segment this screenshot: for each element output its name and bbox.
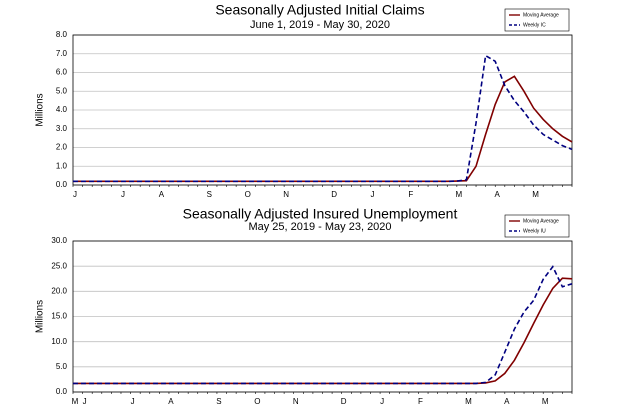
x-tick-label: F [418,397,423,406]
x-tick-label: M [456,190,463,199]
y-tick-label: 6.0 [56,68,68,77]
x-tick-label: M [72,397,79,406]
x-tick-label: S [207,190,212,199]
y-axis-label: Millions [35,93,46,126]
x-tick-label: M [465,397,472,406]
y-tick-label: 30.0 [51,236,67,245]
x-tick-label: A [159,190,165,199]
x-tick-label: D [331,190,337,199]
y-axis-label: Millions [35,300,46,333]
x-tick-label: N [293,397,299,406]
y-tick-label: 5.0 [56,86,68,95]
legend-label: Weekly IC [523,22,546,28]
chart-subtitle: June 1, 2019 - May 30, 2020 [250,19,390,31]
x-tick-label: J [370,190,374,199]
x-tick-label: F [408,190,413,199]
y-tick-label: 5.0 [56,362,68,371]
y-tick-label: 3.0 [56,124,68,133]
legend-label: Moving Average [523,12,559,18]
legend-label: Weekly IU [523,228,546,234]
x-tick-label: N [283,190,289,199]
y-tick-label: 8.0 [56,30,68,39]
y-tick-label: 0.0 [56,180,68,189]
x-tick-label: M [532,190,539,199]
series-line [73,54,573,183]
legend-box [504,8,570,32]
x-tick-label: J [121,190,125,199]
x-tick-label: J [380,397,384,406]
y-tick-label: 2.0 [56,143,68,152]
y-tick-label: 0.0 [56,387,68,396]
x-tick-label: D [341,397,347,406]
chart-subtitle: May 25, 2019 - May 23, 2020 [248,221,391,233]
y-tick-label: 10.0 [51,337,67,346]
legend-box [504,214,570,238]
x-tick-label: A [168,397,174,406]
series-line [73,277,573,385]
chart-title: Seasonally Adjusted Initial Claims [215,2,424,18]
x-tick-label: O [254,397,260,406]
x-tick-label: J [73,190,77,199]
chart-title: Seasonally Adjusted Insured Unemployment [183,206,458,222]
y-tick-label: 4.0 [56,105,68,114]
y-tick-label: 1.0 [56,161,68,170]
series-line [73,265,573,385]
x-tick-label: J [131,397,135,406]
x-tick-label: S [216,397,221,406]
x-tick-label: M [542,397,549,406]
y-tick-label: 15.0 [51,312,67,321]
x-tick-label: J [83,397,87,406]
legend-label: Moving Average [523,218,559,224]
y-tick-label: 20.0 [51,286,67,295]
x-tick-label: A [504,397,510,406]
y-tick-label: 7.0 [56,49,68,58]
y-tick-label: 25.0 [51,261,67,270]
x-tick-label: O [245,190,251,199]
x-tick-label: A [495,190,501,199]
